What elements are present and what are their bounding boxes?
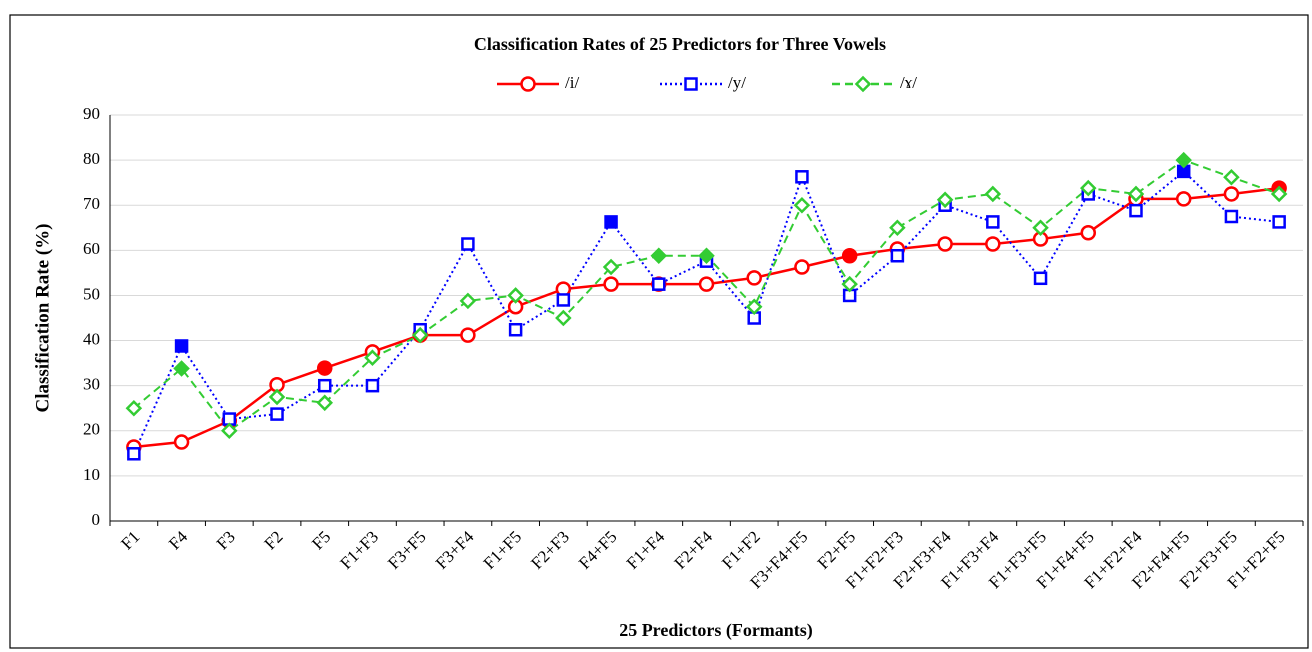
marker [698, 247, 715, 265]
marker [841, 275, 858, 293]
marker [698, 276, 715, 292]
y-tick-label: 20 [83, 420, 100, 439]
marker [317, 378, 332, 393]
marker [1080, 224, 1097, 241]
marker [556, 293, 571, 307]
y-tick-label: 30 [83, 375, 100, 394]
y-tick-label: 60 [83, 239, 100, 258]
marker [173, 360, 190, 377]
marker [268, 388, 286, 406]
marker [1033, 271, 1048, 286]
marker [174, 339, 189, 353]
marker [1079, 179, 1097, 197]
marker [125, 399, 143, 417]
marker [127, 447, 141, 461]
y-tick-label: 0 [92, 510, 101, 529]
y-tick-label: 40 [83, 329, 100, 348]
marker [1270, 185, 1288, 203]
marker [1129, 203, 1143, 218]
marker [365, 378, 380, 393]
marker [794, 259, 810, 275]
marker [1032, 219, 1049, 237]
marker [1175, 151, 1192, 169]
marker [1127, 185, 1145, 203]
marker [795, 170, 809, 184]
marker [461, 237, 475, 251]
y-tick-label: 70 [83, 194, 100, 213]
legend-label: /y/ [728, 73, 746, 92]
marker [890, 248, 905, 263]
marker [316, 360, 333, 376]
marker [854, 75, 872, 93]
x-axis-label: 25 Predictors (Formants) [619, 620, 813, 641]
marker [520, 76, 536, 92]
marker [603, 276, 619, 292]
marker [316, 394, 334, 412]
marker [986, 215, 1000, 229]
marker [270, 407, 284, 421]
marker [793, 196, 811, 214]
marker [1224, 209, 1239, 224]
y-tick-label: 10 [83, 465, 100, 484]
marker [889, 219, 906, 237]
y-axis-label: Classification Rate (%) [32, 224, 53, 413]
marker [937, 236, 953, 252]
marker [459, 292, 477, 310]
marker [221, 422, 238, 440]
marker [508, 322, 523, 337]
marker [985, 236, 1001, 252]
chart-frame [9, 14, 1309, 649]
marker [604, 215, 618, 229]
legend-label: /i/ [565, 73, 579, 92]
marker [936, 191, 954, 209]
marker [507, 287, 524, 304]
legend-label: /ɤ/ [900, 73, 917, 92]
marker [1272, 215, 1286, 229]
y-tick-label: 50 [83, 284, 100, 303]
marker [460, 327, 476, 343]
chart-title: Classification Rates of 25 Predictors fo… [474, 34, 886, 54]
y-tick-label: 90 [83, 104, 100, 123]
marker [652, 277, 666, 291]
marker [684, 77, 698, 91]
marker [984, 185, 1002, 203]
marker [364, 349, 381, 366]
marker [650, 247, 668, 265]
marker [1175, 191, 1192, 207]
marker [173, 434, 190, 450]
marker [745, 298, 763, 315]
marker [841, 247, 858, 264]
marker [555, 309, 572, 327]
marker [746, 270, 762, 286]
marker [1223, 186, 1240, 202]
marker [1223, 168, 1240, 186]
marker [411, 326, 429, 344]
y-tick-label: 80 [83, 149, 100, 168]
marker [602, 258, 620, 276]
